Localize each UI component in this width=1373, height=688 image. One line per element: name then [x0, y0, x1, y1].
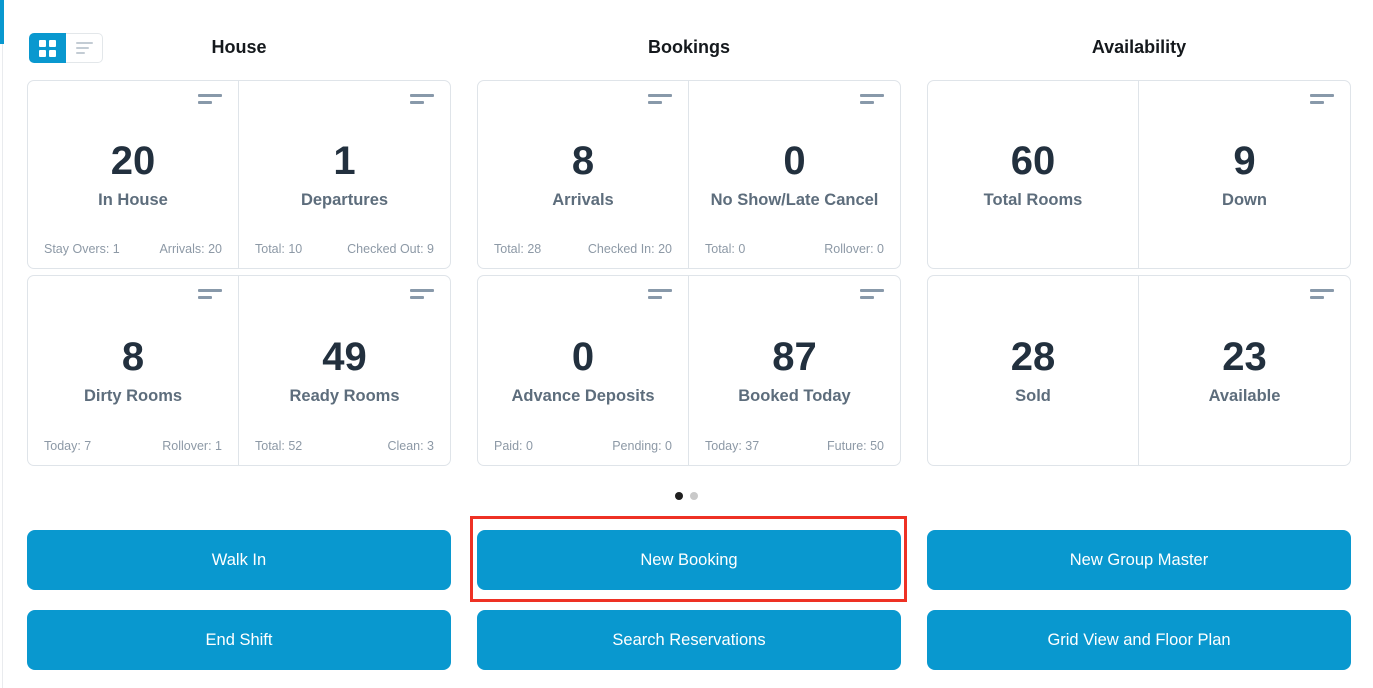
stat-footer-left: Paid: 0 — [494, 439, 533, 453]
stat-value: 49 — [322, 335, 367, 379]
end-shift-button[interactable]: End Shift — [27, 610, 451, 670]
stat-label: Departures — [300, 191, 389, 209]
stat-footer: Total: 10 Checked Out: 9 — [255, 242, 434, 256]
stat-footer-right: Rollover: 0 — [824, 242, 884, 256]
stat-footer-left: Total: 10 — [255, 242, 303, 256]
bookings-row-1: 8 Arrivals Total: 28 Checked In: 20 0 No… — [477, 80, 901, 269]
pagination-dot-1[interactable] — [675, 492, 683, 500]
panel-house: 20 In House Stay Overs: 1 Arrivals: 20 1… — [27, 80, 451, 466]
stat-footer: Today: 37 Future: 50 — [705, 439, 884, 453]
search-reservations-button[interactable]: Search Reservations — [477, 610, 901, 670]
stat-card-down[interactable]: 9 Down — [1139, 81, 1350, 268]
list-view-button[interactable] — [66, 33, 103, 63]
card-menu-icon[interactable] — [860, 289, 884, 299]
card-menu-icon[interactable] — [1310, 94, 1334, 104]
availability-row-2: 28 Sold 23 Available — [927, 275, 1351, 466]
pagination-dot-2[interactable] — [690, 492, 698, 500]
grid-icon — [39, 39, 56, 57]
stat-footer-right: Checked Out: 9 — [347, 242, 434, 256]
left-divider-line — [2, 44, 3, 688]
stat-label: Ready Rooms — [289, 387, 400, 405]
view-toggle — [29, 33, 103, 63]
card-menu-icon[interactable] — [860, 94, 884, 104]
stat-footer-right: Clean: 3 — [387, 439, 434, 453]
house-row-2: 8 Dirty Rooms Today: 7 Rollover: 1 49 Re… — [27, 275, 451, 466]
stat-footer-right: Checked In: 20 — [587, 242, 672, 256]
stat-footer-right: Rollover: 1 — [162, 439, 222, 453]
stat-label: In House — [98, 191, 168, 209]
stat-card-no-show-late-cancel[interactable]: 0 No Show/Late Cancel Total: 0 Rollover:… — [689, 81, 900, 268]
walk-in-button[interactable]: Walk In — [27, 530, 451, 590]
carousel-pagination — [0, 492, 1373, 500]
section-title-bookings: Bookings — [647, 37, 730, 57]
stat-footer-right: Future: 50 — [827, 439, 884, 453]
stat-footer: Total: 0 Rollover: 0 — [705, 242, 884, 256]
stat-label: Advance Deposits — [511, 387, 655, 405]
stat-value: 9 — [1233, 139, 1256, 183]
grid-view-floor-plan-button[interactable]: Grid View and Floor Plan — [927, 610, 1351, 670]
stat-label: Down — [1222, 191, 1267, 209]
stat-value: 60 — [1010, 139, 1056, 183]
stat-label: Total Rooms — [983, 191, 1083, 209]
bookings-row-2: 0 Advance Deposits Paid: 0 Pending: 0 87… — [477, 275, 901, 466]
stat-label: No Show/Late Cancel — [710, 191, 879, 209]
stat-footer: Stay Overs: 1 Arrivals: 20 — [44, 242, 222, 256]
new-booking-button[interactable]: New Booking — [477, 530, 901, 590]
card-menu-icon[interactable] — [648, 289, 672, 299]
grid-view-button[interactable] — [29, 33, 66, 63]
stat-value: 1 — [333, 139, 356, 183]
stat-card-departures[interactable]: 1 Departures Total: 10 Checked Out: 9 — [239, 81, 450, 268]
stat-card-advance-deposits[interactable]: 0 Advance Deposits Paid: 0 Pending: 0 — [478, 276, 689, 465]
card-menu-icon[interactable] — [648, 94, 672, 104]
stat-card-arrivals[interactable]: 8 Arrivals Total: 28 Checked In: 20 — [478, 81, 689, 268]
stat-footer-left: Today: 37 — [705, 439, 760, 453]
stat-value: 28 — [1010, 335, 1056, 379]
left-accent-bar — [0, 0, 4, 44]
stat-value: 23 — [1222, 335, 1267, 379]
stat-footer-left: Total: 0 — [705, 242, 746, 256]
stat-value: 20 — [110, 139, 156, 183]
stat-footer: Total: 52 Clean: 3 — [255, 439, 434, 453]
stat-card-sold[interactable]: 28 Sold — [928, 276, 1139, 465]
list-lines-icon — [75, 42, 93, 54]
stat-card-total-rooms[interactable]: 60 Total Rooms — [928, 81, 1139, 268]
card-menu-icon[interactable] — [198, 94, 222, 104]
stat-footer-right: Arrivals: 20 — [159, 242, 222, 256]
stat-label: Arrivals — [552, 191, 614, 209]
stat-value: 8 — [571, 139, 595, 183]
section-title-house: House — [211, 37, 267, 57]
stat-footer: Today: 7 Rollover: 1 — [44, 439, 222, 453]
card-menu-icon[interactable] — [198, 289, 222, 299]
card-menu-icon[interactable] — [410, 289, 434, 299]
stat-value: 0 — [571, 335, 595, 379]
stat-label: Dirty Rooms — [83, 387, 183, 405]
stat-label: Available — [1208, 387, 1281, 405]
stat-value: 87 — [772, 335, 817, 379]
stat-card-ready-rooms[interactable]: 49 Ready Rooms Total: 52 Clean: 3 — [239, 276, 450, 465]
panel-bookings: 8 Arrivals Total: 28 Checked In: 20 0 No… — [477, 80, 901, 466]
stat-footer-left: Today: 7 — [44, 439, 92, 453]
stat-footer-left: Total: 28 — [494, 242, 542, 256]
stat-footer-left: Stay Overs: 1 — [44, 242, 120, 256]
card-menu-icon[interactable] — [410, 94, 434, 104]
stat-card-available[interactable]: 23 Available — [1139, 276, 1350, 465]
stat-footer: Paid: 0 Pending: 0 — [494, 439, 672, 453]
stat-value: 0 — [783, 139, 806, 183]
stat-footer: Total: 28 Checked In: 20 — [494, 242, 672, 256]
stat-card-booked-today[interactable]: 87 Booked Today Today: 37 Future: 50 — [689, 276, 900, 465]
stat-value: 8 — [121, 335, 145, 379]
stat-label: Sold — [1015, 387, 1051, 405]
section-title-availability: Availability — [1091, 37, 1187, 57]
stat-footer-left: Total: 52 — [255, 439, 303, 453]
house-row-1: 20 In House Stay Overs: 1 Arrivals: 20 1… — [27, 80, 451, 269]
stat-footer-right: Pending: 0 — [612, 439, 672, 453]
panel-availability: 60 Total Rooms 9 Down 28 Sold 23 Availab… — [927, 80, 1351, 466]
stat-label: Booked Today — [738, 387, 851, 405]
stat-card-dirty-rooms[interactable]: 8 Dirty Rooms Today: 7 Rollover: 1 — [28, 276, 239, 465]
availability-row-1: 60 Total Rooms 9 Down — [927, 80, 1351, 269]
new-group-master-button[interactable]: New Group Master — [927, 530, 1351, 590]
stat-card-in-house[interactable]: 20 In House Stay Overs: 1 Arrivals: 20 — [28, 81, 239, 268]
card-menu-icon[interactable] — [1310, 289, 1334, 299]
